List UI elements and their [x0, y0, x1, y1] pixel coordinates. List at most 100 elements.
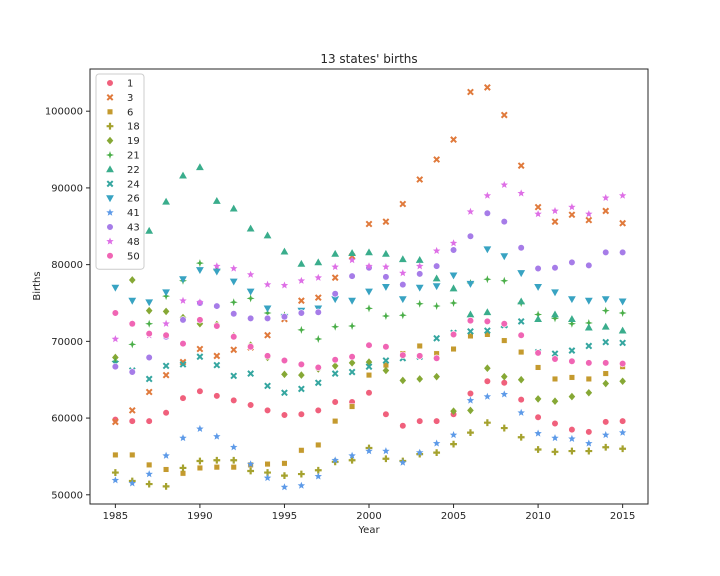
- data-point: [382, 218, 390, 226]
- data-point: [179, 276, 187, 284]
- data-point: [551, 448, 559, 456]
- data-point: [247, 314, 255, 322]
- data-point: [230, 443, 238, 451]
- data-point: [247, 401, 255, 409]
- data-point: [517, 375, 525, 384]
- data-point: [398, 296, 407, 304]
- data-point: [602, 443, 610, 451]
- data-point: [145, 480, 153, 488]
- data-point: [433, 156, 441, 163]
- legend-label: 24: [127, 179, 140, 190]
- data-point: [349, 403, 356, 410]
- data-point: [551, 397, 559, 405]
- data-point: [229, 298, 238, 307]
- data-point: [264, 382, 271, 390]
- data-point: [314, 363, 322, 372]
- data-point: [618, 326, 627, 334]
- data-point: [517, 433, 525, 441]
- data-point: [365, 220, 373, 228]
- data-point: [314, 379, 322, 387]
- data-point: [263, 406, 272, 415]
- data-point: [483, 392, 492, 400]
- data-point: [263, 280, 272, 288]
- data-point: [551, 355, 559, 363]
- data-point: [568, 315, 576, 323]
- data-point: [518, 349, 525, 356]
- data-point: [196, 163, 204, 171]
- data-point: [466, 232, 475, 240]
- data-point: [162, 331, 170, 339]
- series-1: [111, 377, 627, 436]
- data-point: [230, 333, 238, 341]
- legend-label: 50: [127, 251, 140, 262]
- data-point: [602, 418, 610, 426]
- data-point: [111, 476, 120, 484]
- data-point: [230, 346, 238, 354]
- data-point: [145, 417, 153, 425]
- data-point: [534, 446, 542, 453]
- legend-marker: [106, 180, 114, 188]
- data-point: [399, 422, 407, 430]
- data-point: [534, 264, 542, 273]
- data-point: [196, 387, 204, 395]
- data-point: [348, 368, 356, 376]
- data-point: [585, 388, 593, 397]
- data-point: [281, 472, 288, 480]
- data-point: [331, 290, 339, 298]
- legend: 1 3 6 18 19 21 22 24 26 41 43 48 50: [95, 73, 145, 270]
- y-axis-label: Births: [32, 271, 43, 300]
- data-point: [382, 343, 390, 351]
- data-point: [263, 474, 272, 482]
- series-41: [111, 390, 627, 491]
- data-point: [450, 407, 457, 415]
- data-point: [382, 283, 390, 291]
- legend-item: 19: [106, 136, 140, 147]
- data-point: [619, 339, 627, 347]
- data-point: [466, 207, 475, 215]
- data-point: [568, 434, 576, 442]
- legend-marker: [106, 165, 114, 173]
- data-point: [399, 376, 407, 385]
- data-point: [534, 310, 543, 319]
- data-point: [483, 327, 491, 335]
- legend-marker: [106, 108, 114, 115]
- legend-item: 26: [106, 194, 140, 205]
- data-point: [213, 322, 221, 330]
- data-point: [246, 224, 255, 232]
- data-point: [568, 211, 576, 219]
- data-point: [112, 451, 119, 458]
- data-point: [449, 272, 458, 280]
- data-point: [382, 410, 390, 418]
- data-point: [196, 424, 204, 432]
- data-point: [534, 413, 542, 421]
- legend-item: 43: [106, 223, 140, 234]
- data-point: [467, 429, 474, 437]
- data-point: [146, 461, 153, 468]
- data-point: [432, 439, 441, 447]
- data-point: [196, 316, 204, 324]
- data-point: [416, 375, 424, 383]
- data-point: [602, 207, 610, 215]
- data-point: [331, 263, 339, 271]
- data-point: [162, 451, 170, 459]
- data-point: [618, 428, 627, 436]
- data-point: [602, 379, 610, 388]
- data-point: [466, 310, 475, 318]
- series-50: [111, 309, 627, 372]
- data-point: [263, 352, 272, 360]
- legend-label: 48: [127, 237, 140, 248]
- legend-marker: [106, 252, 114, 260]
- y-tick-label: 90000: [51, 183, 83, 194]
- data-point: [314, 406, 322, 415]
- legend-marker: [106, 122, 114, 130]
- data-point: [618, 308, 627, 317]
- data-point: [551, 207, 559, 215]
- chart-title: 13 states' births: [320, 52, 417, 66]
- data-point: [348, 359, 356, 367]
- data-point: [348, 456, 356, 464]
- data-point: [212, 196, 221, 204]
- data-point: [382, 447, 390, 455]
- data-point: [213, 464, 220, 471]
- x-axis-label: Year: [357, 525, 380, 536]
- data-point: [297, 470, 305, 478]
